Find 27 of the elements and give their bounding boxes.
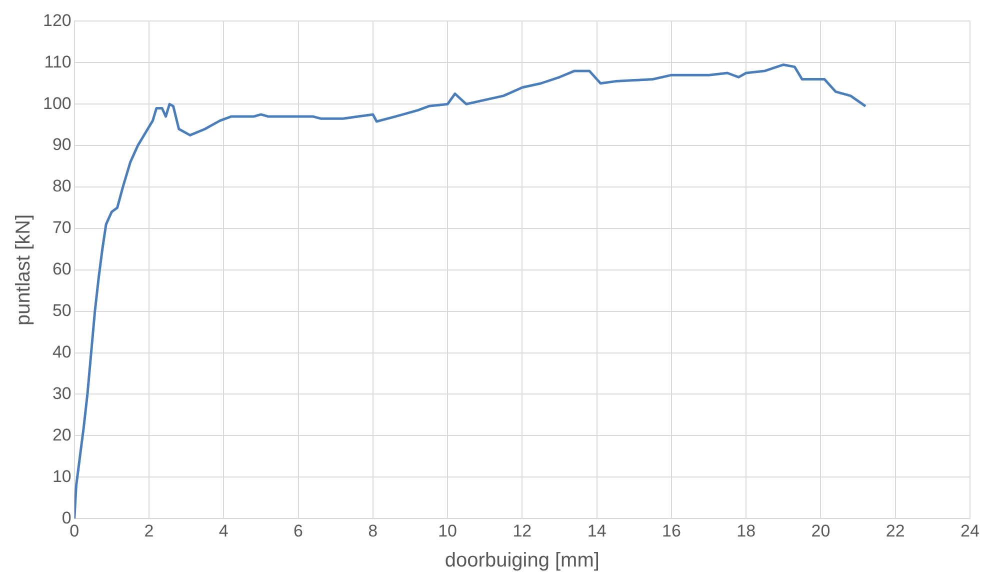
- y-axis-title: puntlast [kN]: [12, 214, 35, 326]
- y-tick-label: 70: [52, 218, 72, 238]
- y-tick-label: 30: [52, 384, 72, 403]
- x-tick-label: 10: [438, 521, 458, 540]
- x-tick-label: 14: [587, 521, 606, 540]
- y-tick-label: 120: [42, 10, 72, 30]
- x-tick-label: 8: [368, 521, 378, 540]
- y-tick-label: 110: [44, 52, 72, 72]
- y-tick-label: 80: [52, 176, 72, 196]
- y-tick-label: 10: [52, 466, 72, 486]
- x-tick-label: 20: [811, 521, 830, 540]
- x-tick-label: 12: [512, 521, 532, 540]
- y-tick-label: 90: [52, 135, 72, 154]
- y-tick-label: 50: [52, 301, 72, 320]
- y-tick-label: 60: [52, 260, 72, 279]
- x-tick-label: 4: [218, 521, 228, 540]
- y-tick-label: 0: [62, 508, 72, 528]
- x-tick-label: 22: [886, 521, 905, 540]
- x-tick-label: 18: [736, 521, 756, 540]
- x-tick-label: 2: [144, 521, 154, 540]
- y-tick-label: 100: [42, 94, 72, 113]
- x-tick-label: 6: [294, 521, 304, 540]
- y-tick-label: 20: [52, 425, 72, 444]
- y-tick-label: 40: [52, 342, 72, 362]
- x-tick-label: 16: [662, 521, 681, 540]
- x-axis-title: doorbuiging [mm]: [444, 550, 600, 572]
- x-tick-label: 24: [960, 521, 980, 540]
